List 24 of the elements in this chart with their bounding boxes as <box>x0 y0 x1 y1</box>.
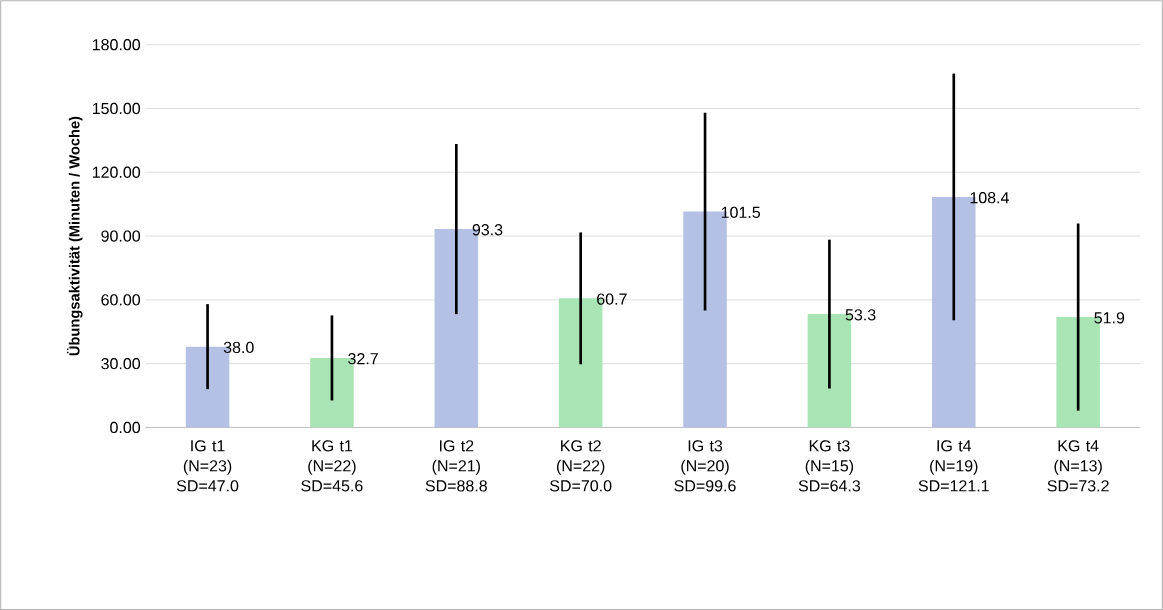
x-tick-label: KG t2 (N=22) SD=70.0 <box>550 440 612 492</box>
x-tick-label: IG t3 (N=20) SD=99.6 <box>674 440 736 492</box>
y-tick-label: 120.00 <box>92 166 141 178</box>
data-label: 101.5 <box>721 206 761 218</box>
data-label: 32.7 <box>348 352 378 365</box>
y-tick-label: 180.00 <box>92 38 141 51</box>
x-tick-label: KG t3 (N=15) SD=64.3 <box>798 440 861 492</box>
data-label: 53.3 <box>845 309 876 321</box>
data-label: 51.9 <box>1094 312 1125 324</box>
y-tick-label: 150.00 <box>92 102 141 115</box>
x-tick-label: IG t4 (N=19) SD=121.1 <box>918 440 989 492</box>
data-label: 38.0 <box>223 341 254 353</box>
x-tick-label: KG t1 (N=22) SD=45.6 <box>301 440 363 492</box>
x-tick-label: IG t2 (N=21) SD=88.8 <box>425 440 487 492</box>
data-label: 108.4 <box>970 191 1009 204</box>
y-tick-label: 30.00 <box>101 357 141 370</box>
data-label: 93.3 <box>472 224 503 236</box>
y-tick-label: 90.00 <box>101 230 141 242</box>
x-tick-label: KG t4 (N=13) SD=73.2 <box>1047 440 1109 492</box>
y-tick-label: 0.00 <box>110 421 141 434</box>
y-axis-title: Übungsaktivität (Minuten / Woche) <box>66 116 83 356</box>
y-tick-label: 60.00 <box>101 294 141 306</box>
x-tick-label: IG t1 (N=23) SD=47.0 <box>176 440 239 492</box>
data-label: 60.7 <box>597 293 627 305</box>
